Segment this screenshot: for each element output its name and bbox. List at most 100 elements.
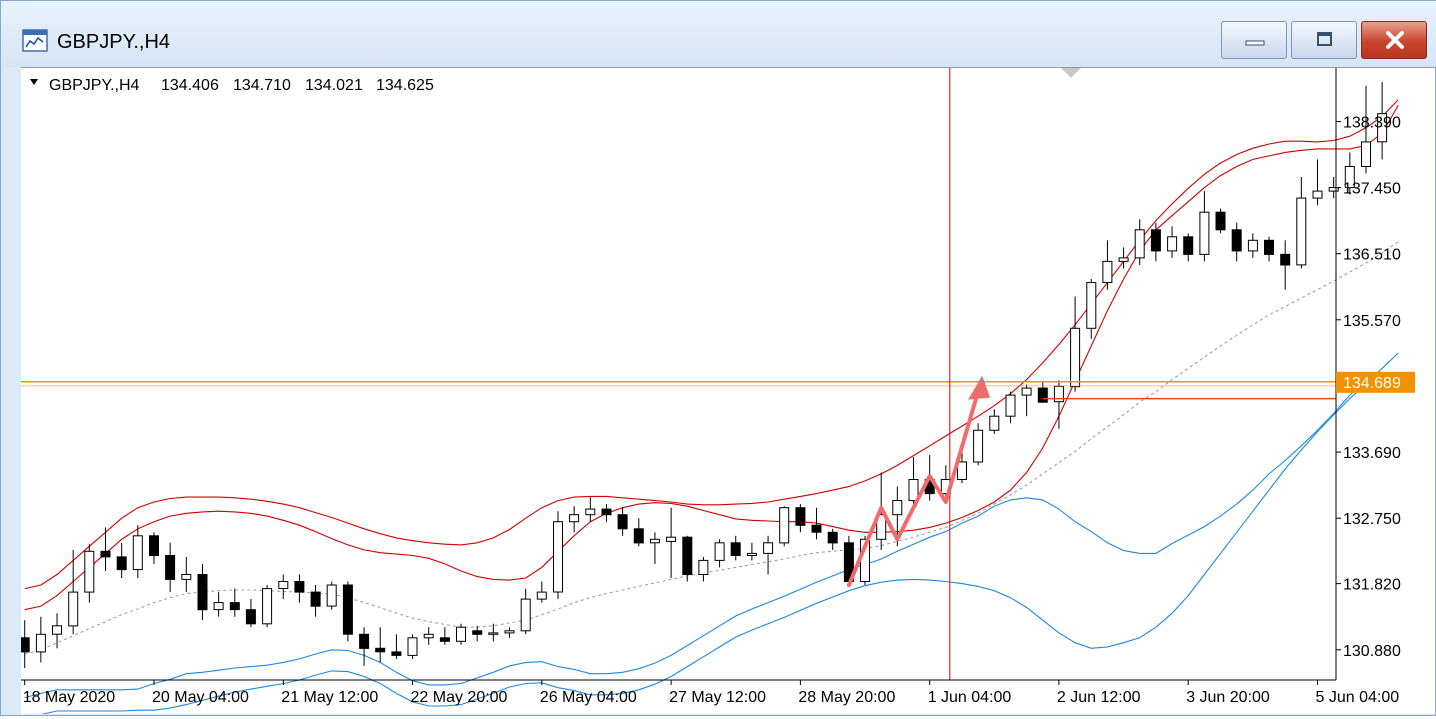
header-symbol: GBPJPY.,H4	[49, 77, 140, 94]
price-chart[interactable]: 138.390 137.450 136.510 135.570 133.690 132.7…	[19, 68, 1435, 719]
bull-candle	[698, 559, 709, 575]
bear-candle	[149, 535, 159, 556]
bear-candle	[730, 542, 741, 556]
maximize-button[interactable]	[1291, 21, 1357, 59]
x-tick-label: 3 Jun 20:00	[1186, 689, 1270, 706]
bear-candle	[1280, 253, 1291, 266]
header-open: 134.406	[161, 77, 219, 94]
bull-candle	[1070, 327, 1081, 388]
bear-candle	[310, 591, 321, 607]
chart-header: GBPJPY.,H4 134.406 134.710 134.021 134.6…	[30, 77, 434, 94]
bear-candle	[229, 602, 240, 611]
bull-candle	[1102, 260, 1113, 283]
bull-candle	[779, 507, 790, 544]
shift-marker-icon[interactable]	[1061, 68, 1081, 78]
x-tick-label: 26 May 04:00	[540, 689, 637, 706]
bear-candle	[359, 633, 370, 649]
bull-candle	[1247, 239, 1258, 252]
bull-candle	[714, 542, 725, 561]
inner-lower-band-line	[24, 372, 1399, 699]
bull-candle	[1199, 211, 1210, 255]
bear-candle	[19, 637, 30, 653]
current-price-badge	[1336, 371, 1415, 393]
bull-candle	[1377, 113, 1388, 143]
bull-candle	[1328, 187, 1339, 192]
bull-candle	[132, 535, 143, 571]
current-price-label: 134.689	[1343, 375, 1401, 392]
bull-candle	[1134, 229, 1145, 259]
bear-candle	[245, 609, 256, 625]
y-tick-label: 136.510	[1343, 247, 1401, 264]
bull-candle	[1005, 394, 1016, 417]
bull-candle	[746, 552, 757, 556]
bull-candle	[1361, 141, 1371, 168]
inner-upper-band-line	[24, 105, 1399, 611]
bear-candle	[617, 514, 628, 530]
bull-candle	[52, 625, 62, 635]
bear-candle	[1231, 229, 1242, 252]
x-tick-label: 27 May 12:00	[669, 689, 766, 706]
title-bar[interactable]: GBPJPY.,H4	[1, 1, 1436, 67]
x-tick-label: 20 May 04:00	[152, 689, 249, 706]
bear-candle	[827, 531, 838, 544]
minimize-button[interactable]	[1221, 21, 1287, 59]
bear-candle	[294, 581, 305, 593]
bear-candle	[811, 524, 822, 533]
bear-candle	[1037, 387, 1048, 403]
bull-candle	[553, 521, 563, 593]
bear-candle	[1215, 211, 1226, 231]
bear-candle	[633, 528, 644, 544]
y-tick-label: 137.450	[1343, 181, 1401, 198]
collapse-triangle-icon[interactable]	[30, 79, 38, 85]
y-tick-label: 135.570	[1343, 313, 1401, 330]
x-tick-label: 18 May 2020	[23, 689, 116, 706]
bull-candle	[1118, 257, 1129, 262]
y-tick-label: 132.750	[1343, 511, 1401, 528]
x-tick-label: 28 May 20:00	[798, 689, 895, 706]
close-button[interactable]	[1361, 21, 1427, 59]
close-icon	[1386, 31, 1404, 49]
maximize-icon	[1317, 32, 1332, 46]
x-tick-label: 22 May 20:00	[411, 689, 508, 706]
bull-candle	[35, 633, 46, 653]
bull-candle	[407, 637, 418, 656]
bull-candle	[569, 514, 580, 523]
y-tick-label: 131.820	[1343, 577, 1401, 594]
x-tick-label: 21 May 12:00	[281, 689, 378, 706]
header-close: 134.625	[376, 77, 434, 94]
bull-candle	[666, 536, 677, 542]
minimize-icon	[1245, 40, 1265, 46]
x-tick-label: 5 Jun 04:00	[1316, 689, 1400, 706]
x-tick-label: 2 Jun 12:00	[1057, 689, 1141, 706]
bull-candle	[456, 626, 466, 642]
bear-candle	[100, 550, 111, 558]
bear-candle	[1183, 236, 1194, 255]
y-tick-label: 130.880	[1343, 643, 1401, 660]
lower-band-line	[24, 352, 1399, 719]
bear-candle	[795, 507, 806, 526]
bull-candle	[68, 591, 79, 627]
zigzag-arrow-line	[846, 389, 981, 587]
bull-candle	[84, 550, 95, 593]
bull-candle	[1167, 236, 1178, 252]
bear-candle	[472, 630, 483, 635]
bull-candle	[1312, 190, 1323, 199]
bull-candle	[213, 602, 224, 611]
bear-candle	[439, 637, 450, 642]
bull-candle	[520, 598, 531, 632]
bear-candle	[391, 651, 402, 656]
bull-candle	[1021, 387, 1032, 396]
bear-candle	[1150, 229, 1161, 252]
bull-candle	[892, 500, 903, 516]
arrow-head-icon	[968, 375, 991, 400]
chart-window-icon	[22, 29, 48, 52]
bull-candle	[957, 461, 967, 480]
bear-candle	[601, 508, 612, 516]
chart-area[interactable]: 138.390 137.450 136.510 135.570 133.690 132.7…	[19, 67, 1435, 719]
bear-candle	[375, 647, 386, 653]
bull-candle	[504, 630, 515, 634]
bull-candle	[423, 633, 434, 639]
bear-candle	[682, 536, 693, 576]
bull-candle	[181, 574, 192, 580]
